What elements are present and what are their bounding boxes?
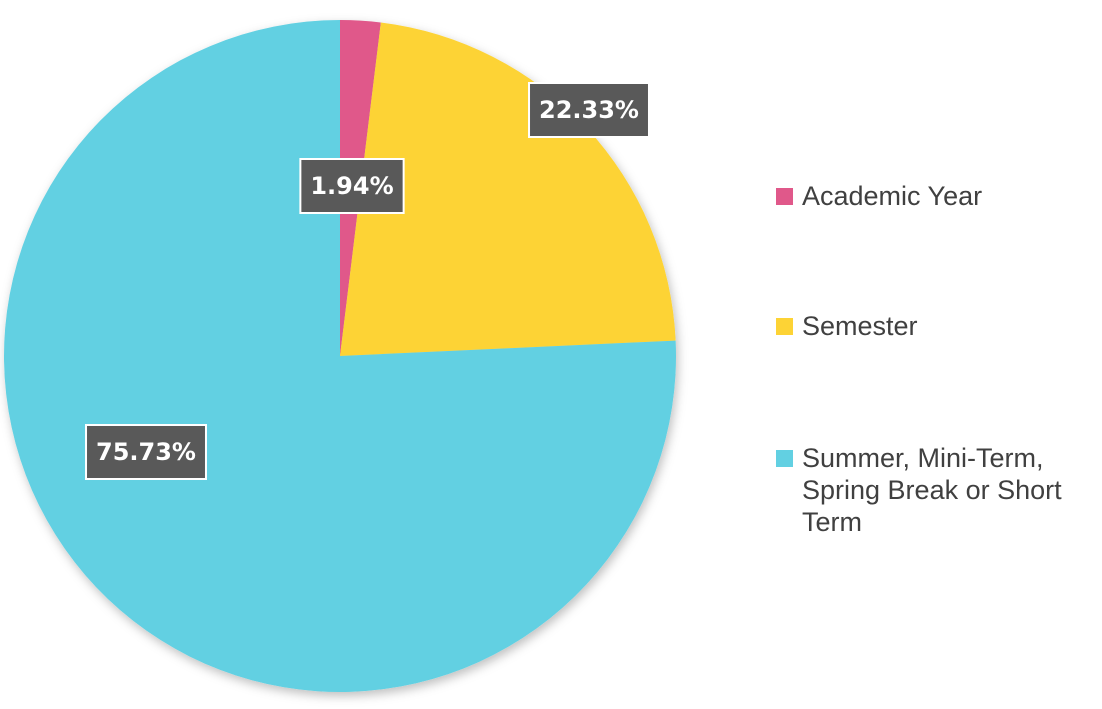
legend-item: Semester [776,310,1086,342]
data-labels: 1.94% 22.33% 75.73% [85,82,650,480]
legend-item: Summer, Mini-Term, Spring Break or Short… [776,442,1086,538]
pie-slice [3,20,676,692]
data-label: 22.33% [528,82,650,138]
data-label: 75.73% [85,424,207,480]
data-label-box [85,424,207,480]
pie-slice [340,22,676,356]
legend-swatch [776,450,793,467]
data-label-text: 22.33% [539,96,639,124]
data-label-box [528,82,650,138]
data-label-text: 1.94% [310,172,393,200]
legend-item: Academic Year [776,180,1086,212]
legend-label: Semester [802,311,918,341]
legend-label: Academic Year [802,181,983,211]
data-label-box [299,158,405,214]
legend-label: Summer, Mini-Term, Spring Break or Short… [802,443,1062,537]
data-label-text: 75.73% [96,438,196,466]
legend-swatch [776,318,793,335]
pie [3,20,676,692]
data-label: 1.94% [299,158,405,214]
legend-swatch [776,188,793,205]
